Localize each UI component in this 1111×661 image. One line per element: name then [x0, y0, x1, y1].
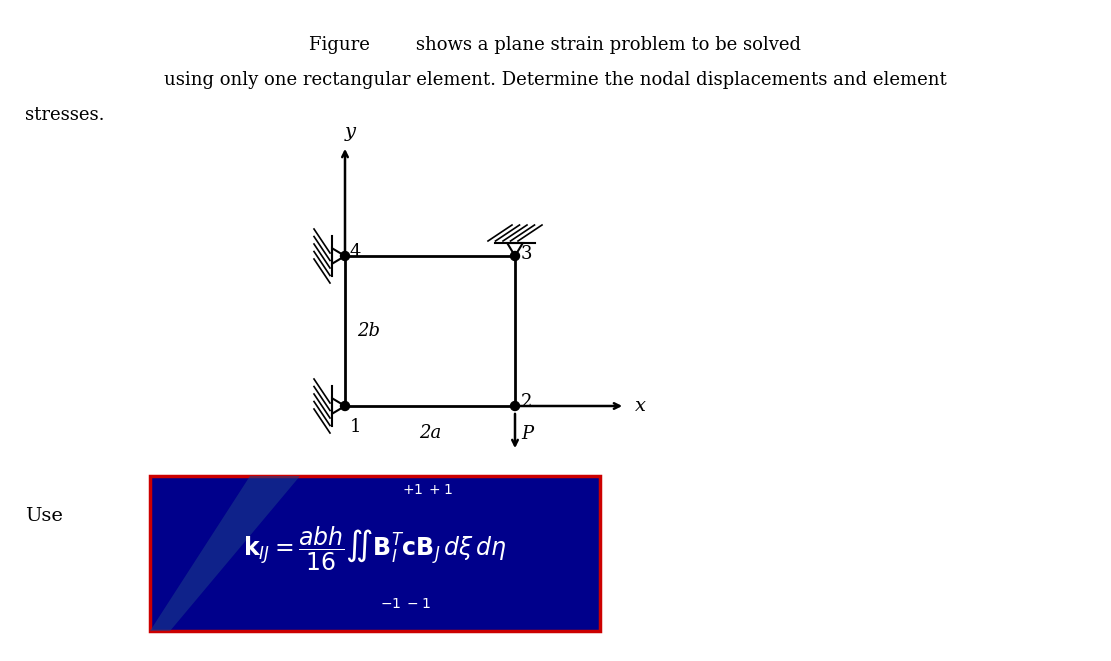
FancyBboxPatch shape — [150, 476, 600, 631]
Circle shape — [340, 401, 350, 410]
Text: $-1\;-1$: $-1\;-1$ — [380, 596, 430, 611]
Circle shape — [510, 401, 520, 410]
Text: $+1\;+1$: $+1\;+1$ — [401, 483, 452, 496]
Text: 2a: 2a — [419, 424, 441, 442]
Text: 2: 2 — [521, 393, 532, 411]
Text: Use: Use — [26, 507, 63, 525]
Text: x: x — [635, 397, 645, 415]
Text: using only one rectangular element. Determine the nodal displacements and elemen: using only one rectangular element. Dete… — [163, 71, 947, 89]
Text: 2b: 2b — [357, 322, 380, 340]
Text: 3: 3 — [521, 245, 532, 263]
Text: P: P — [521, 425, 533, 443]
Text: 4: 4 — [350, 243, 361, 261]
Text: $\mathbf{k}_{IJ} = \dfrac{abh}{16} \int\!\!\int \mathbf{B}_I^T \mathbf{c} \mathb: $\mathbf{k}_{IJ} = \dfrac{abh}{16} \int\… — [243, 524, 507, 572]
Text: 1: 1 — [350, 418, 361, 436]
Text: Figure        shows a plane strain problem to be solved: Figure shows a plane strain problem to b… — [309, 36, 801, 54]
Circle shape — [510, 251, 520, 260]
Polygon shape — [150, 476, 300, 631]
Text: y: y — [344, 123, 356, 141]
Circle shape — [340, 251, 350, 260]
Text: stresses.: stresses. — [26, 106, 104, 124]
